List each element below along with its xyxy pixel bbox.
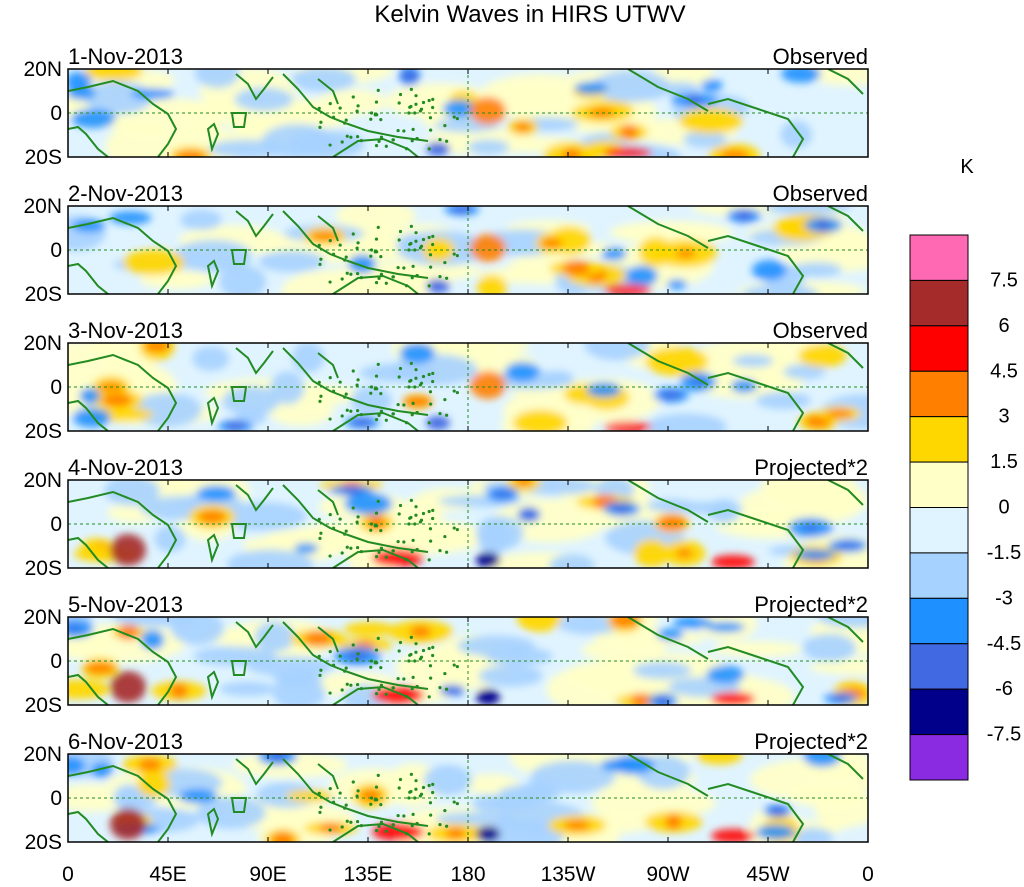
latitude-label: 20S [25, 694, 62, 717]
latitude-label: 0 [50, 787, 62, 810]
colorbar-label: -6 [995, 678, 1013, 700]
colorbar-swatch [909, 552, 969, 599]
longitude-label: 0 [62, 863, 74, 886]
latitude-label: 20S [25, 557, 62, 580]
map-panels: 1-Nov-2013 Observed 20N 0 20S 2-Nov-2013 Obser… [23, 44, 869, 854]
latitude-label: 20N [23, 58, 62, 81]
longitude-label: 90E [249, 863, 286, 886]
colorbar-swatch [909, 416, 969, 463]
coastline [68, 69, 864, 157]
longitude-label: 180 [450, 863, 485, 886]
map-panel: 3-Nov-2013 Observed 20N 0 20S [23, 318, 869, 443]
latitude-label: 0 [50, 102, 62, 125]
colorbar-units: K [960, 156, 974, 178]
map-panel: 4-Nov-2013 Projected*2 20N 0 20S [23, 455, 869, 580]
longitude-label: 90W [646, 863, 689, 886]
longitude-label: 135E [343, 863, 392, 886]
colorbar-swatch [909, 734, 969, 781]
colorbar-label: 6 [998, 315, 1009, 337]
longitude-axis-labels: 0 45E 90E 135E 180 135W 90W 45W 0 [62, 863, 874, 886]
colorbar-label: 4.5 [990, 360, 1018, 382]
colorbar: K 7.5 6 4.5 3 1.5 0 -1.5 -3 -4.5 -6 -7.5 [909, 156, 1021, 781]
colorbar-swatch [909, 688, 969, 736]
anomaly-field [68, 206, 868, 294]
anomaly-field [68, 754, 868, 842]
colorbar-label: -7.5 [987, 724, 1021, 746]
panel-date: 6-Nov-2013 [68, 729, 183, 754]
coastline [68, 754, 864, 842]
colorbar-swatch [909, 507, 969, 554]
colorbar-label: 1.5 [990, 451, 1018, 473]
panel-label: Projected*2 [754, 729, 868, 754]
latitude-label: 20S [25, 146, 62, 169]
latitude-label: 0 [50, 376, 62, 399]
latitude-label: 0 [50, 239, 62, 262]
colorbar-label: 0 [998, 497, 1009, 519]
panel-label: Projected*2 [754, 592, 868, 617]
panel-date: 3-Nov-2013 [68, 318, 183, 343]
coastline [68, 480, 864, 568]
longitude-label: 45W [746, 863, 789, 886]
colorbar-label: 7.5 [990, 269, 1018, 291]
panel-label: Observed [773, 44, 868, 69]
panel-date: 5-Nov-2013 [68, 592, 183, 617]
latitude-label: 20N [23, 195, 62, 218]
colorbar-swatch [909, 597, 969, 645]
latitude-label: 20S [25, 831, 62, 854]
colorbar-swatch [909, 643, 969, 690]
colorbar-swatch [909, 461, 969, 509]
panel-label: Projected*2 [754, 455, 868, 480]
map-panel: 1-Nov-2013 Observed 20N 0 20S [23, 44, 869, 169]
panel-date: 4-Nov-2013 [68, 455, 183, 480]
latitude-label: 20N [23, 332, 62, 355]
figure-title: Kelvin Waves in HIRS UTWV [374, 1, 685, 28]
anomaly-field [68, 343, 868, 431]
latitude-label: 20N [23, 606, 62, 629]
latitude-label: 0 [50, 650, 62, 673]
colorbar-label: -3 [995, 587, 1013, 609]
colorbar-swatch [909, 325, 969, 372]
colorbar-label: 3 [998, 406, 1009, 428]
colorbar-swatch [909, 234, 969, 281]
anomaly-field [68, 480, 868, 568]
colorbar-label: -1.5 [987, 542, 1021, 564]
panel-label: Observed [773, 318, 868, 343]
colorbar-swatch [909, 279, 969, 327]
map-panel: 2-Nov-2013 Observed 20N 0 20S [23, 181, 869, 306]
anomaly-field [68, 617, 868, 705]
coastline [68, 343, 864, 431]
coastline [68, 206, 864, 294]
latitude-label: 0 [50, 513, 62, 536]
anomaly-field [68, 69, 868, 157]
map-panel: 5-Nov-2013 Projected*2 20N 0 20S [23, 592, 869, 717]
latitude-label: 20N [23, 743, 62, 766]
latitude-label: 20S [25, 420, 62, 443]
colorbar-label: -4.5 [987, 633, 1021, 655]
panel-date: 2-Nov-2013 [68, 181, 183, 206]
panel-label: Observed [773, 181, 868, 206]
longitude-label: 135W [541, 863, 596, 886]
coastline [68, 617, 864, 705]
panel-date: 1-Nov-2013 [68, 44, 183, 69]
latitude-label: 20N [23, 469, 62, 492]
colorbar-swatch [909, 370, 969, 418]
longitude-label: 45E [149, 863, 186, 886]
longitude-label: 0 [862, 863, 874, 886]
latitude-label: 20S [25, 283, 62, 306]
map-panel: 6-Nov-2013 Projected*2 20N 0 20S [23, 729, 869, 854]
